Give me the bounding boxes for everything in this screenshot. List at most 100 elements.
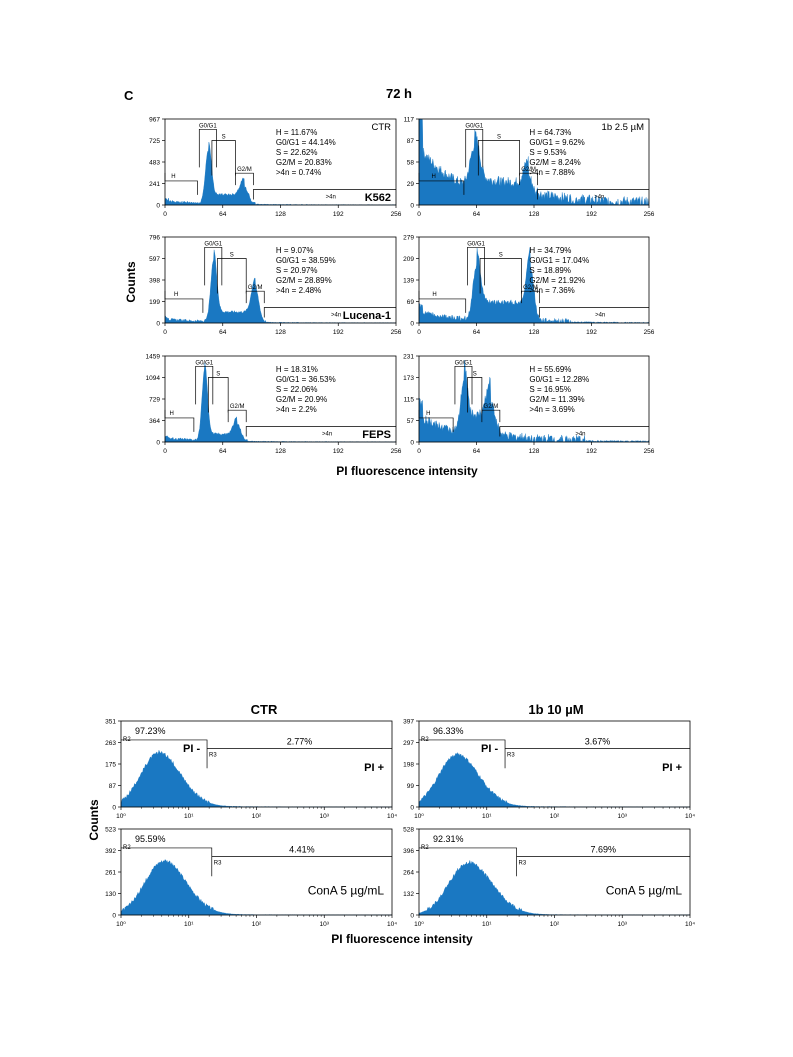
histogram-c-lucena-1b: 279 209 139 69 00 64 128 192 256 H G0/G1 S G2/M >4n H … [403,235,655,337]
x-tick-label: 0 [163,329,167,336]
y-tick-label: 231 [403,354,414,361]
gate-h-label: H [431,174,435,180]
panel-title: 72 h [386,86,412,101]
x-tick-label: 128 [275,211,286,218]
y-tick-label: 87 [109,783,117,790]
x-tick-label: 10³ [320,921,330,928]
y-tick-label: 396 [403,848,414,855]
histogram-c-lucena-ctr: 796 597 398 199 00 64 128 192 256 H G0/G1 S G2/M >4n H… [149,235,402,337]
gate-g2m [521,290,540,304]
stat-line: G0/G1 = 17.04% [529,256,589,265]
panel-letter: C [124,88,134,103]
gate-gt4n-label: >4n [331,313,341,319]
pi-negative-percent: 92.31% [433,834,464,844]
x-tick-label: 10⁴ [387,921,397,928]
gate-r2 [419,739,506,769]
x-tick-label: 10¹ [184,813,194,820]
histogram-c-feps-ctr: 1459 1094 729 364 00 64 128 192 256 H G0/G1S G2/M >4… [146,354,402,456]
x-tick-label: 64 [219,329,227,336]
gate-r2-label: R2 [421,737,429,743]
gate-gt4n-label: >4n [322,432,332,438]
y-tick-label: 69 [407,299,415,306]
stat-line: G2/M = 28.89% [276,276,332,285]
gate-h-label: H [171,174,175,180]
x-tick-label: 256 [391,211,402,218]
y-tick-label: 1459 [146,354,161,361]
y-tick-label: 175 [105,762,116,769]
cell-line-label: K562 [365,192,391,204]
pi-positive-percent: 3.67% [585,737,611,747]
x-tick-label: 64 [473,448,481,455]
x-tick-label: 64 [473,329,481,336]
pi-negative-label: PI - [481,743,498,755]
x-tick-label: 128 [275,448,286,455]
stat-line: H = 9.07% [276,246,314,255]
panel-d-ylabel: Counts [87,799,101,841]
pi-positive-percent: 4.41% [289,845,315,855]
y-tick-label: 99 [407,783,415,790]
x-tick-label: 0 [417,211,421,218]
cell-line-label: FEPS [362,429,391,441]
stat-line: G0/G1 = 12.28% [529,375,589,384]
stat-line: G0/G1 = 44.14% [276,138,336,147]
stat-line: G2/M = 20.83% [276,158,332,167]
gate-h-label: H [432,292,436,298]
stat-line: H = 11.67% [276,128,317,137]
stat-line: >4n = 2.48% [276,286,321,295]
gate-s-label: S [216,372,220,378]
gate-g2m [481,409,501,423]
y-tick-label: 263 [105,740,116,747]
pi-positive-label: PI + [364,762,384,774]
y-tick-label: 115 [404,397,415,404]
y-tick-label: 397 [403,719,414,726]
pi-positive-percent: 2.77% [287,737,313,747]
panel-d-xlabel: PI fluorescence intensity [331,932,473,946]
gate-r3-label: R3 [209,753,217,759]
y-tick-label: 173 [403,375,414,382]
x-tick-label: 256 [391,448,402,455]
stat-line: S = 9.53% [529,148,566,157]
x-tick-label: 128 [275,329,286,336]
y-tick-label: 117 [404,117,415,124]
stat-line: >4n = 3.69% [529,405,574,414]
y-tick-label: 364 [149,418,160,425]
gate-r3-label: R3 [519,861,527,867]
gate-g0g1 [195,365,214,405]
pi-positive-label: PI + [662,762,682,774]
x-tick-label: 10³ [618,921,628,928]
stat-line: G0/G1 = 38.59% [276,256,336,265]
x-tick-label: 10¹ [482,921,492,928]
panel-d-col-title-1b: 1b 10 µM [528,702,583,717]
y-tick-label: 0 [112,913,116,920]
y-tick-label: 0 [410,913,414,920]
stat-line: S = 18.89% [529,266,571,275]
gate-r2-label: R2 [421,845,429,851]
y-tick-label: 132 [403,891,414,898]
gate-g0g1-label: G0/G1 [199,123,217,129]
stat-line: H = 64.73% [529,128,571,137]
x-tick-label: 0 [417,448,421,455]
y-tick-label: 0 [112,805,116,812]
y-tick-label: 139 [403,278,414,285]
panel-c-xlabel: PI fluorescence intensity [336,464,478,478]
gate-g2m [235,172,254,186]
y-tick-label: 1094 [146,375,161,382]
y-tick-label: 725 [149,138,160,145]
gate-r3-label: R3 [214,861,222,867]
x-tick-label: 10² [252,921,262,928]
gate-s-label: S [497,135,501,141]
stat-line: G0/G1 = 36.53% [276,375,336,384]
y-tick-label: 483 [149,160,160,167]
y-tick-label: 279 [403,235,414,242]
x-tick-label: 128 [529,329,540,336]
x-tick-label: 10⁴ [685,813,695,820]
pi-negative-label: PI - [183,743,200,755]
x-tick-label: 10⁰ [116,813,126,820]
stat-line: H = 18.31% [276,365,318,374]
gate-h [164,172,198,195]
